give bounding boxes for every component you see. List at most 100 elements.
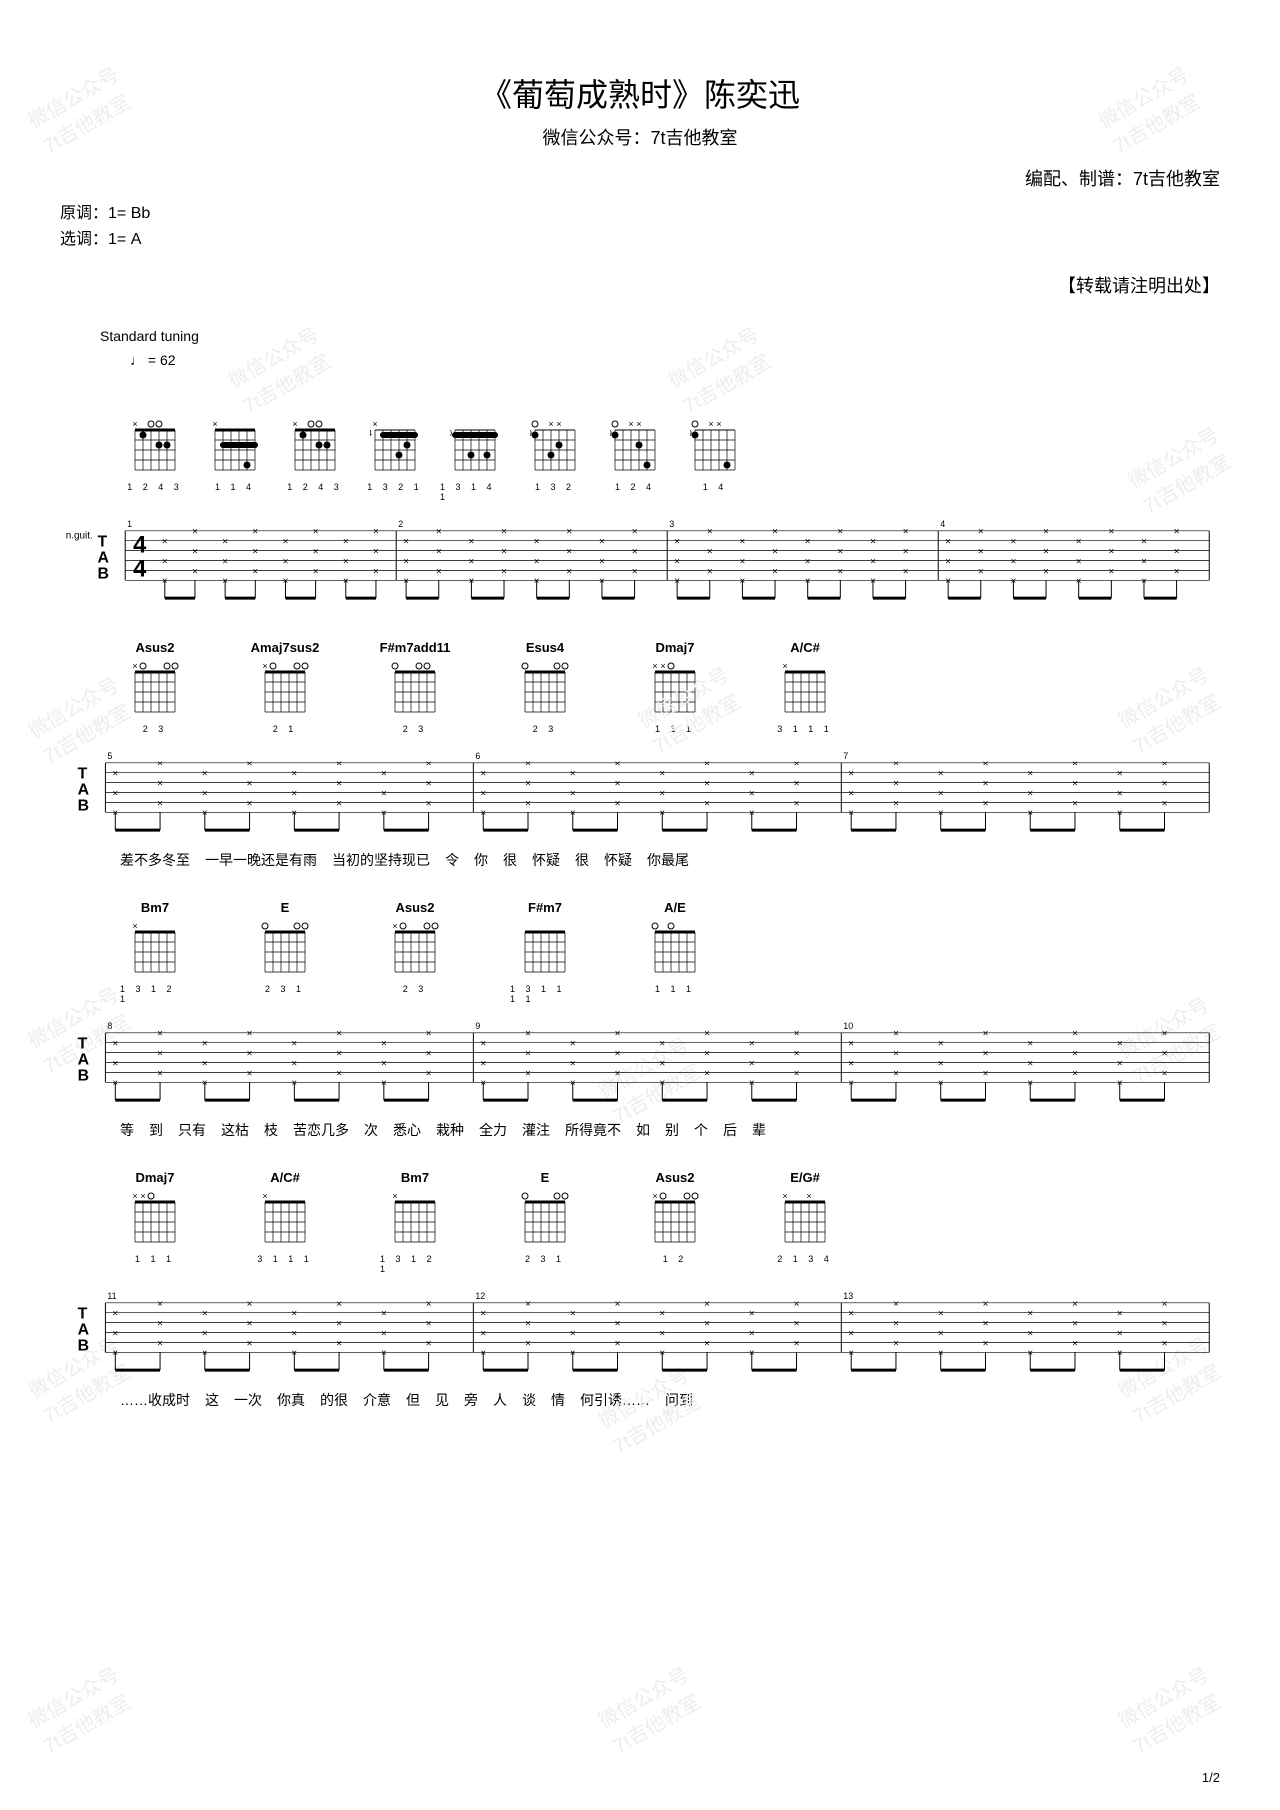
- svg-text:×: ×: [381, 1329, 387, 1340]
- svg-text:×: ×: [615, 1339, 621, 1350]
- svg-text:×: ×: [548, 419, 553, 429]
- svg-text:×: ×: [291, 789, 297, 800]
- lyric-syllable: 全力: [479, 1120, 507, 1140]
- svg-text:×: ×: [501, 527, 507, 538]
- chord-name: Dmaj7: [135, 1170, 174, 1186]
- svg-text:×: ×: [392, 921, 397, 931]
- svg-text:×: ×: [659, 1059, 665, 1070]
- chord-block: ×1 1 4: [200, 398, 270, 502]
- svg-text:×: ×: [336, 1339, 342, 1350]
- lyric-syllable: 你最尾: [647, 850, 689, 870]
- lyric-syllable: 人: [493, 1390, 507, 1410]
- svg-text:1: 1: [127, 519, 132, 529]
- chord-name: Esus4: [526, 640, 564, 656]
- svg-text:×: ×: [615, 779, 621, 790]
- svg-text:×: ×: [772, 547, 778, 558]
- chord-fingering: 2 3: [403, 984, 428, 994]
- svg-text:×: ×: [1072, 1339, 1078, 1350]
- svg-text:n.guit.: n.guit.: [66, 531, 93, 542]
- svg-text:×: ×: [291, 1309, 297, 1320]
- chord-fingering: 1 2: [663, 1254, 688, 1264]
- chord-block: Dmaj7××1 1 1: [120, 1170, 190, 1274]
- svg-text:×: ×: [1027, 1329, 1033, 1340]
- svg-text:×: ×: [938, 1039, 944, 1050]
- svg-text:×: ×: [1043, 567, 1049, 578]
- svg-text:×: ×: [983, 759, 989, 770]
- chord-fingering: 1 3 1 2 1: [120, 984, 190, 1004]
- svg-text:×: ×: [525, 1049, 531, 1060]
- svg-text:×: ×: [716, 419, 721, 429]
- chord-fingering: 1 3 1 4 1: [440, 482, 510, 502]
- svg-text:×: ×: [403, 537, 409, 548]
- lyric-syllable: 令: [445, 850, 459, 870]
- svg-text:×: ×: [1011, 557, 1017, 568]
- svg-text:A: A: [78, 1322, 90, 1339]
- svg-text:×: ×: [848, 789, 854, 800]
- svg-text:×: ×: [1027, 769, 1033, 780]
- svg-text:T: T: [78, 1306, 88, 1323]
- chord-block: E2 3 1: [250, 900, 320, 1004]
- svg-text:×: ×: [848, 1329, 854, 1340]
- svg-text:×: ×: [336, 799, 342, 810]
- chord-fingering: 3 1 1 1: [257, 1254, 313, 1264]
- svg-text:×: ×: [1072, 1029, 1078, 1040]
- svg-text:×: ×: [599, 537, 605, 548]
- svg-text:×: ×: [381, 1039, 387, 1050]
- svg-text:×: ×: [525, 1319, 531, 1330]
- svg-text:×: ×: [192, 567, 198, 578]
- svg-text:×: ×: [426, 1319, 432, 1330]
- svg-text:×: ×: [202, 769, 208, 780]
- chord-name: A/E: [664, 900, 686, 916]
- chord-block: Esus42 3: [510, 640, 580, 734]
- svg-text:×: ×: [1043, 527, 1049, 538]
- chord-block: F#m71 3 1 1 1 1: [510, 900, 580, 1004]
- svg-text:×: ×: [1108, 547, 1114, 558]
- svg-text:T: T: [78, 1036, 88, 1053]
- lyric-syllable: 问到: [665, 1390, 693, 1410]
- lyric-syllable: 但: [406, 1390, 420, 1410]
- svg-text:×: ×: [615, 1069, 621, 1080]
- svg-text:×: ×: [480, 1039, 486, 1050]
- music-system: Asus2×2 3Amaj7sus2×2 1F#m7add112 3Esus42…: [60, 640, 1220, 870]
- svg-text:×: ×: [426, 759, 432, 770]
- svg-text:×: ×: [632, 567, 638, 578]
- svg-text:×: ×: [599, 557, 605, 568]
- svg-text:×: ×: [1072, 1069, 1078, 1080]
- svg-text:×: ×: [1027, 1309, 1033, 1320]
- lyric-syllable: 一次: [234, 1390, 262, 1410]
- chord-block: F#m7add112 3: [380, 640, 450, 734]
- svg-text:×: ×: [983, 1299, 989, 1310]
- svg-text:×: ×: [938, 1309, 944, 1320]
- tab-staff: TAB567××××××××××××××××××××××××××××××××××…: [60, 742, 1220, 842]
- svg-text:×: ×: [202, 1329, 208, 1340]
- svg-text:×: ×: [1117, 1329, 1123, 1340]
- svg-text:×: ×: [212, 419, 217, 429]
- svg-text:×: ×: [162, 537, 168, 548]
- chord-block: E2 3 1: [510, 1170, 580, 1274]
- svg-text:×: ×: [1162, 1069, 1168, 1080]
- chord-name: Amaj7sus2: [251, 640, 320, 656]
- svg-text:×: ×: [1174, 547, 1180, 558]
- lyric-syllable: ……收成时: [120, 1390, 190, 1410]
- chord-row: Bm7×1 3 1 2 1E2 3 1Asus2×2 3F#m71 3 1 1 …: [60, 900, 1220, 1004]
- lyric-syllable: 一早一晚还是有雨: [205, 850, 317, 870]
- svg-text:×: ×: [903, 527, 909, 538]
- svg-text:×: ×: [1162, 759, 1168, 770]
- svg-text:×: ×: [247, 1299, 253, 1310]
- svg-text:×: ×: [313, 547, 319, 558]
- chord-block: Asus2×2 3: [380, 900, 450, 1004]
- lyrics-row: 差不多冬至一早一晚还是有雨当初的坚持现已令你很怀疑很怀疑你最尾: [60, 850, 1220, 870]
- chord-fingering: 1 1 1: [655, 724, 695, 734]
- svg-text:×: ×: [291, 1329, 297, 1340]
- svg-text:B: B: [78, 1068, 89, 1085]
- chord-fingering: 2 3 1: [525, 1254, 565, 1264]
- svg-text:10: 10: [450, 429, 453, 438]
- chord-name: Asus2: [655, 1170, 694, 1186]
- chord-block: ×1 2 4 3: [120, 398, 190, 502]
- svg-text:×: ×: [1141, 557, 1147, 568]
- chord-fingering: 1 3 1 1 1 1: [510, 984, 580, 1004]
- svg-text:×: ×: [794, 779, 800, 790]
- svg-text:13: 13: [843, 1291, 853, 1301]
- svg-text:×: ×: [192, 547, 198, 558]
- svg-text:×: ×: [749, 1039, 755, 1050]
